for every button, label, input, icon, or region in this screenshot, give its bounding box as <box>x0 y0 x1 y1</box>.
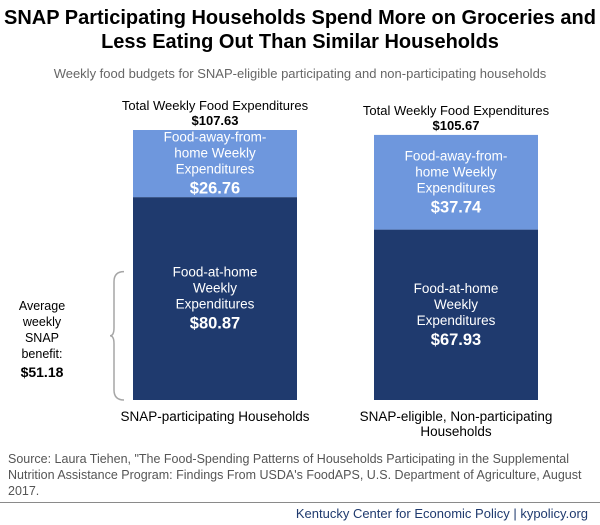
segment-label: Weekly <box>193 281 237 296</box>
segment-label: Expenditures <box>417 313 496 328</box>
category-label: Households <box>420 424 492 439</box>
chart-title-line-1: SNAP Participating Households Spend More… <box>4 7 596 29</box>
snap-benefit-value: $51.18 <box>20 364 64 380</box>
category-label: SNAP-eligible, Non-participating <box>360 409 553 424</box>
segment-label: home Weekly <box>415 164 497 179</box>
total-label: Total Weekly Food Expenditures <box>363 103 550 118</box>
data-label: $67.93 <box>431 331 481 349</box>
total-value: $107.63 <box>192 113 239 128</box>
snap-benefit-label: Average weekly SNAP benefit: $51.18 <box>6 298 78 380</box>
bar-segment <box>374 229 538 400</box>
category-label: SNAP-participating Households <box>120 409 309 424</box>
source-note: Source: Laura Tiehen, "The Food-Spending… <box>8 452 582 498</box>
bar-segment <box>133 130 297 198</box>
chart-title-line-2: Less Eating Out Than Similar Households <box>101 31 499 53</box>
total-value: $105.67 <box>433 118 480 133</box>
chart-title: SNAP Participating Households Spend More… <box>0 6 600 54</box>
segment-label: Expenditures <box>417 180 496 195</box>
segment-label: Expenditures <box>176 297 255 312</box>
bar-segment <box>374 134 538 230</box>
segment-label: Weekly <box>434 297 478 312</box>
data-label: $26.76 <box>190 180 240 198</box>
total-label: Total Weekly Food Expenditures <box>122 98 309 113</box>
segment-label: Food-away-from- <box>405 148 508 163</box>
data-label: $37.74 <box>431 198 482 216</box>
segment-label: Food-away-from- <box>164 130 267 145</box>
footer-credit: Kentucky Center for Economic Policy | ky… <box>295 506 588 521</box>
snap-benefit-label-line: benefit: <box>21 347 63 361</box>
bar-segment <box>133 197 297 400</box>
segment-label: Food-at-home <box>173 265 258 280</box>
footer-divider <box>0 502 600 503</box>
chart-subtitle: Weekly food budgets for SNAP-eligible pa… <box>53 66 547 81</box>
segment-label: Expenditures <box>176 162 255 177</box>
snap-benefit-label-line: weekly <box>22 315 62 329</box>
snap-benefit-label-line: SNAP <box>24 331 60 345</box>
stacked-bar-chart: Food-at-homeWeeklyExpenditures$80.87Food… <box>109 98 553 439</box>
snap-benefit-bracket <box>109 270 125 401</box>
segment-label: home Weekly <box>174 146 256 161</box>
data-label: $80.87 <box>190 315 240 333</box>
snap-benefit-label-line: Average <box>18 299 66 313</box>
snap-benefit-label-text: Average weekly SNAP benefit: <box>6 298 78 362</box>
segment-label: Food-at-home <box>414 281 499 296</box>
